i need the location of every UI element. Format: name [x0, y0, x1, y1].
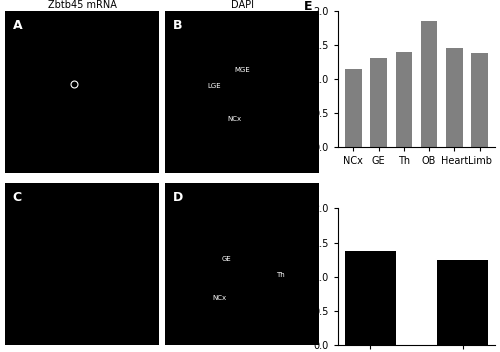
Bar [472, 53, 488, 147]
Bar [396, 51, 412, 147]
Text: B: B [173, 19, 182, 32]
Bar [345, 251, 396, 345]
Bar [421, 21, 438, 147]
Text: MGE: MGE [234, 67, 250, 73]
Y-axis label: Zbtb45 -/+ FGF2: Zbtb45 -/+ FGF2 [301, 236, 311, 318]
Text: A: A [12, 19, 22, 32]
Text: NCx: NCx [212, 295, 226, 301]
Title: DAPI: DAPI [230, 0, 254, 10]
Bar [370, 58, 387, 147]
Text: NCx: NCx [228, 116, 241, 122]
Text: GE: GE [222, 256, 232, 262]
Text: LGE: LGE [208, 83, 221, 89]
Y-axis label: Zbtb45/TBP: Zbtb45/TBP [301, 50, 311, 107]
Text: D: D [173, 191, 183, 204]
Text: Th: Th [276, 272, 285, 278]
Bar [345, 69, 362, 147]
Title: Zbtb45 mRNA: Zbtb45 mRNA [48, 0, 116, 10]
Text: F: F [304, 197, 312, 210]
Bar [446, 48, 462, 147]
Text: C: C [12, 191, 22, 204]
Text: E: E [304, 0, 312, 13]
Bar [437, 260, 488, 345]
